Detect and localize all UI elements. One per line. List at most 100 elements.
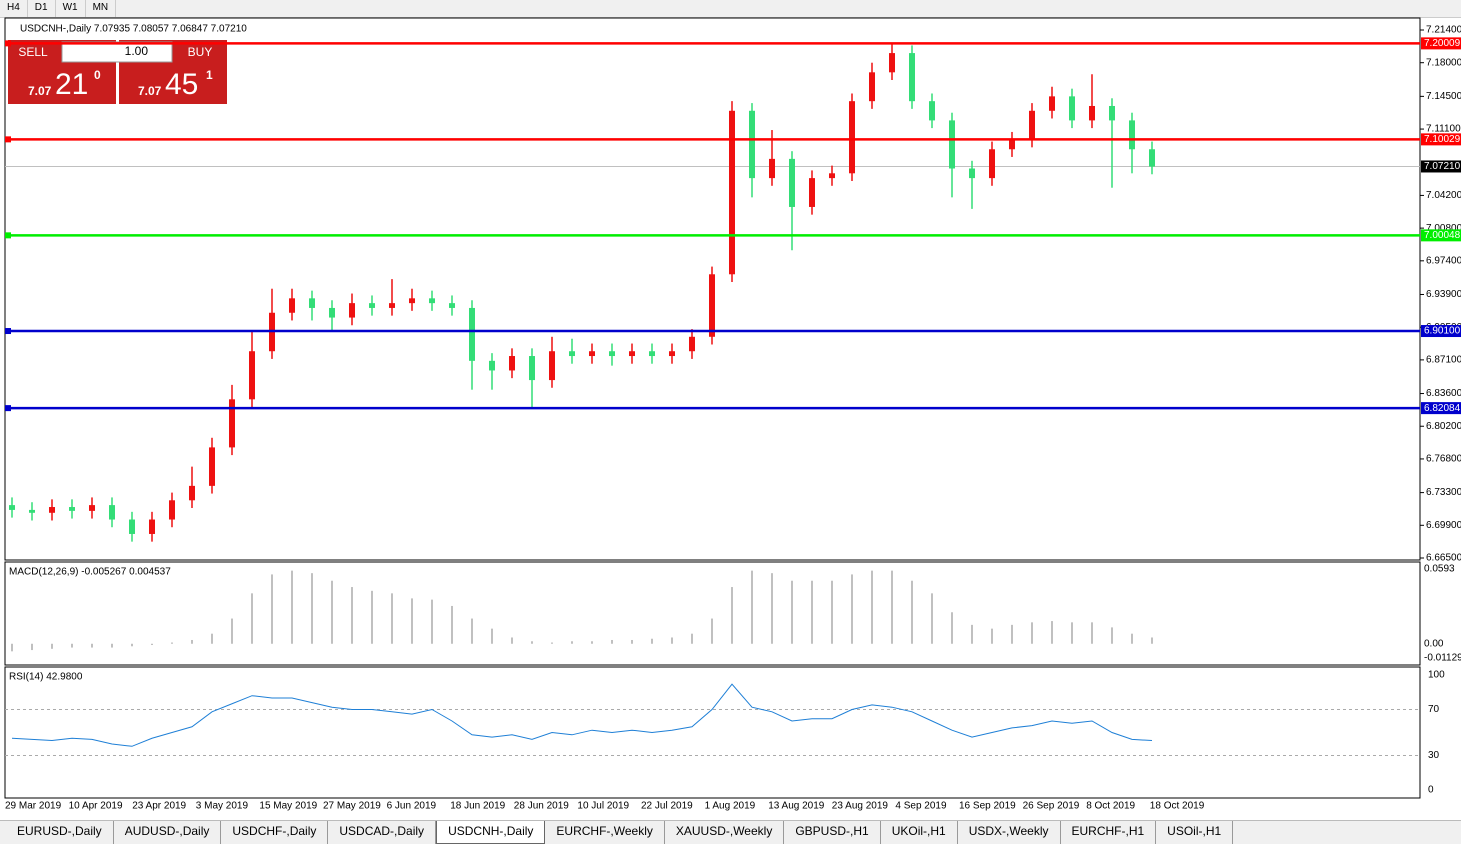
chart-tab[interactable]: USDCAD-,Daily	[328, 821, 437, 844]
chart-title: USDCNH-,Daily 7.07935 7.08057 7.06847 7.…	[20, 24, 247, 35]
candle-body	[69, 507, 75, 511]
chart-tab[interactable]: EURCHF-,Weekly	[545, 821, 665, 844]
x-tick-label: 23 Apr 2019	[132, 801, 186, 812]
level-box	[1421, 402, 1461, 415]
y-tick-label: 6.93900	[1426, 289, 1461, 300]
buy-price-frac: 1	[206, 68, 213, 82]
candle-body	[1109, 105, 1115, 121]
candle-body	[469, 307, 475, 361]
candle-body	[329, 307, 335, 318]
x-tick-label: 18 Oct 2019	[1150, 801, 1205, 812]
level-box	[1421, 229, 1461, 242]
macd-tick-label: 0.00	[1424, 638, 1444, 649]
y-tick-label: 6.76800	[1426, 454, 1461, 465]
timeframe-button[interactable]: MN	[86, 0, 117, 17]
buy-button[interactable]: BUY	[188, 45, 213, 59]
level-handle	[5, 40, 11, 47]
chart: USDCNH-,Daily 7.07935 7.08057 7.06847 7.…	[4, 17, 1461, 812]
candle-body	[549, 351, 555, 381]
x-tick-label: 15 May 2019	[259, 801, 317, 812]
x-tick-label: 8 Oct 2019	[1086, 801, 1135, 812]
x-tick-label: 3 May 2019	[196, 801, 249, 812]
sell-price-frac: 0	[94, 68, 101, 82]
candle-body	[1129, 120, 1135, 150]
level-label: 7.20009	[1424, 38, 1461, 49]
candle-body	[209, 447, 215, 486]
candle-body	[789, 158, 795, 207]
candle-body	[449, 303, 455, 308]
chart-tab[interactable]: USDCHF-,Daily	[221, 821, 329, 844]
candle-body	[1009, 139, 1015, 150]
candle-body	[409, 298, 415, 304]
candle-body	[829, 173, 835, 179]
level-handle	[5, 232, 11, 239]
x-tick-label: 13 Aug 2019	[768, 801, 825, 812]
lot-field[interactable]	[61, 41, 173, 63]
candle-body	[389, 303, 395, 308]
level-box	[1421, 133, 1461, 146]
candle-body	[349, 303, 355, 318]
rsi-tick-label: 30	[1428, 750, 1440, 761]
y-tick-label: 6.97400	[1426, 255, 1461, 266]
candle-body	[1029, 110, 1035, 140]
chart-tab[interactable]: GBPUSD-,H1	[784, 821, 881, 844]
candle-body	[969, 168, 975, 179]
y-tick-label: 7.18000	[1426, 57, 1461, 68]
level-label: 6.82084	[1424, 403, 1461, 414]
chart-tab[interactable]: USDX-,Weekly	[958, 821, 1061, 844]
chart-tab[interactable]: USDCNH-,Daily	[436, 821, 546, 844]
chart-tab[interactable]: EURUSD-,Daily	[6, 821, 114, 844]
x-tick-label: 22 Jul 2019	[641, 801, 693, 812]
candle-body	[509, 356, 515, 371]
level-box	[1421, 37, 1461, 50]
x-tick-label: 27 May 2019	[323, 801, 381, 812]
candle-body	[669, 351, 675, 357]
x-tick-label: 1 Aug 2019	[705, 801, 756, 812]
rsi-tick-label: 0	[1428, 785, 1434, 796]
candle-body	[169, 500, 175, 520]
chart-tab[interactable]: UKOil-,H1	[881, 821, 958, 844]
level-label: 6.90100	[1424, 326, 1461, 337]
candle-body	[1089, 105, 1095, 121]
candle-body	[189, 485, 195, 501]
timeframe-button[interactable]: W1	[56, 0, 86, 17]
candle-body	[149, 519, 155, 534]
candle-body	[129, 519, 135, 534]
rsi-tick-label: 100	[1428, 670, 1445, 681]
x-tick-label: 10 Jul 2019	[577, 801, 629, 812]
lot-value[interactable]: 1.00	[125, 44, 149, 58]
chart-tab[interactable]: USOil-,H1	[1156, 821, 1234, 844]
chart-tab[interactable]: EURCHF-,H1	[1061, 821, 1157, 844]
y-tick-label: 7.00800	[1426, 223, 1461, 234]
level-handle	[5, 328, 11, 335]
level-handle	[5, 136, 11, 143]
y-tick-label: 7.21400	[1426, 25, 1461, 36]
candle-body	[9, 505, 15, 510]
x-tick-label: 18 Jun 2019	[450, 801, 505, 812]
y-tick-label: 6.66500	[1426, 553, 1461, 564]
sell-button[interactable]: SELL	[18, 45, 48, 59]
candle-body	[709, 274, 715, 337]
level-label: 7.00048	[1424, 230, 1461, 241]
candle-body	[1049, 96, 1055, 111]
candle-body	[629, 351, 635, 357]
macd-label: MACD(12,26,9) -0.005267 0.004537	[9, 567, 171, 578]
level-box	[1421, 325, 1461, 338]
y-tick-label: 6.87100	[1426, 355, 1461, 366]
candle-body	[109, 505, 115, 520]
candle-body	[649, 351, 655, 357]
candle-body	[429, 298, 435, 304]
chart-tab[interactable]: XAUUSD-,Weekly	[665, 821, 785, 844]
x-tick-label: 26 Sep 2019	[1023, 801, 1080, 812]
y-tick-label: 7.14500	[1426, 91, 1461, 102]
y-tick-label: 7.11100	[1426, 124, 1461, 135]
y-tick-label: 6.73300	[1426, 487, 1461, 498]
timeframe-button[interactable]: H4	[0, 0, 28, 17]
timeframe-button[interactable]: D1	[28, 0, 56, 17]
y-tick-label: 6.80200	[1426, 421, 1461, 432]
chart-tab[interactable]: AUDUSD-,Daily	[114, 821, 222, 844]
x-tick-label: 4 Sep 2019	[895, 801, 947, 812]
x-tick-label: 10 Apr 2019	[69, 801, 123, 812]
candle-body	[529, 356, 535, 381]
